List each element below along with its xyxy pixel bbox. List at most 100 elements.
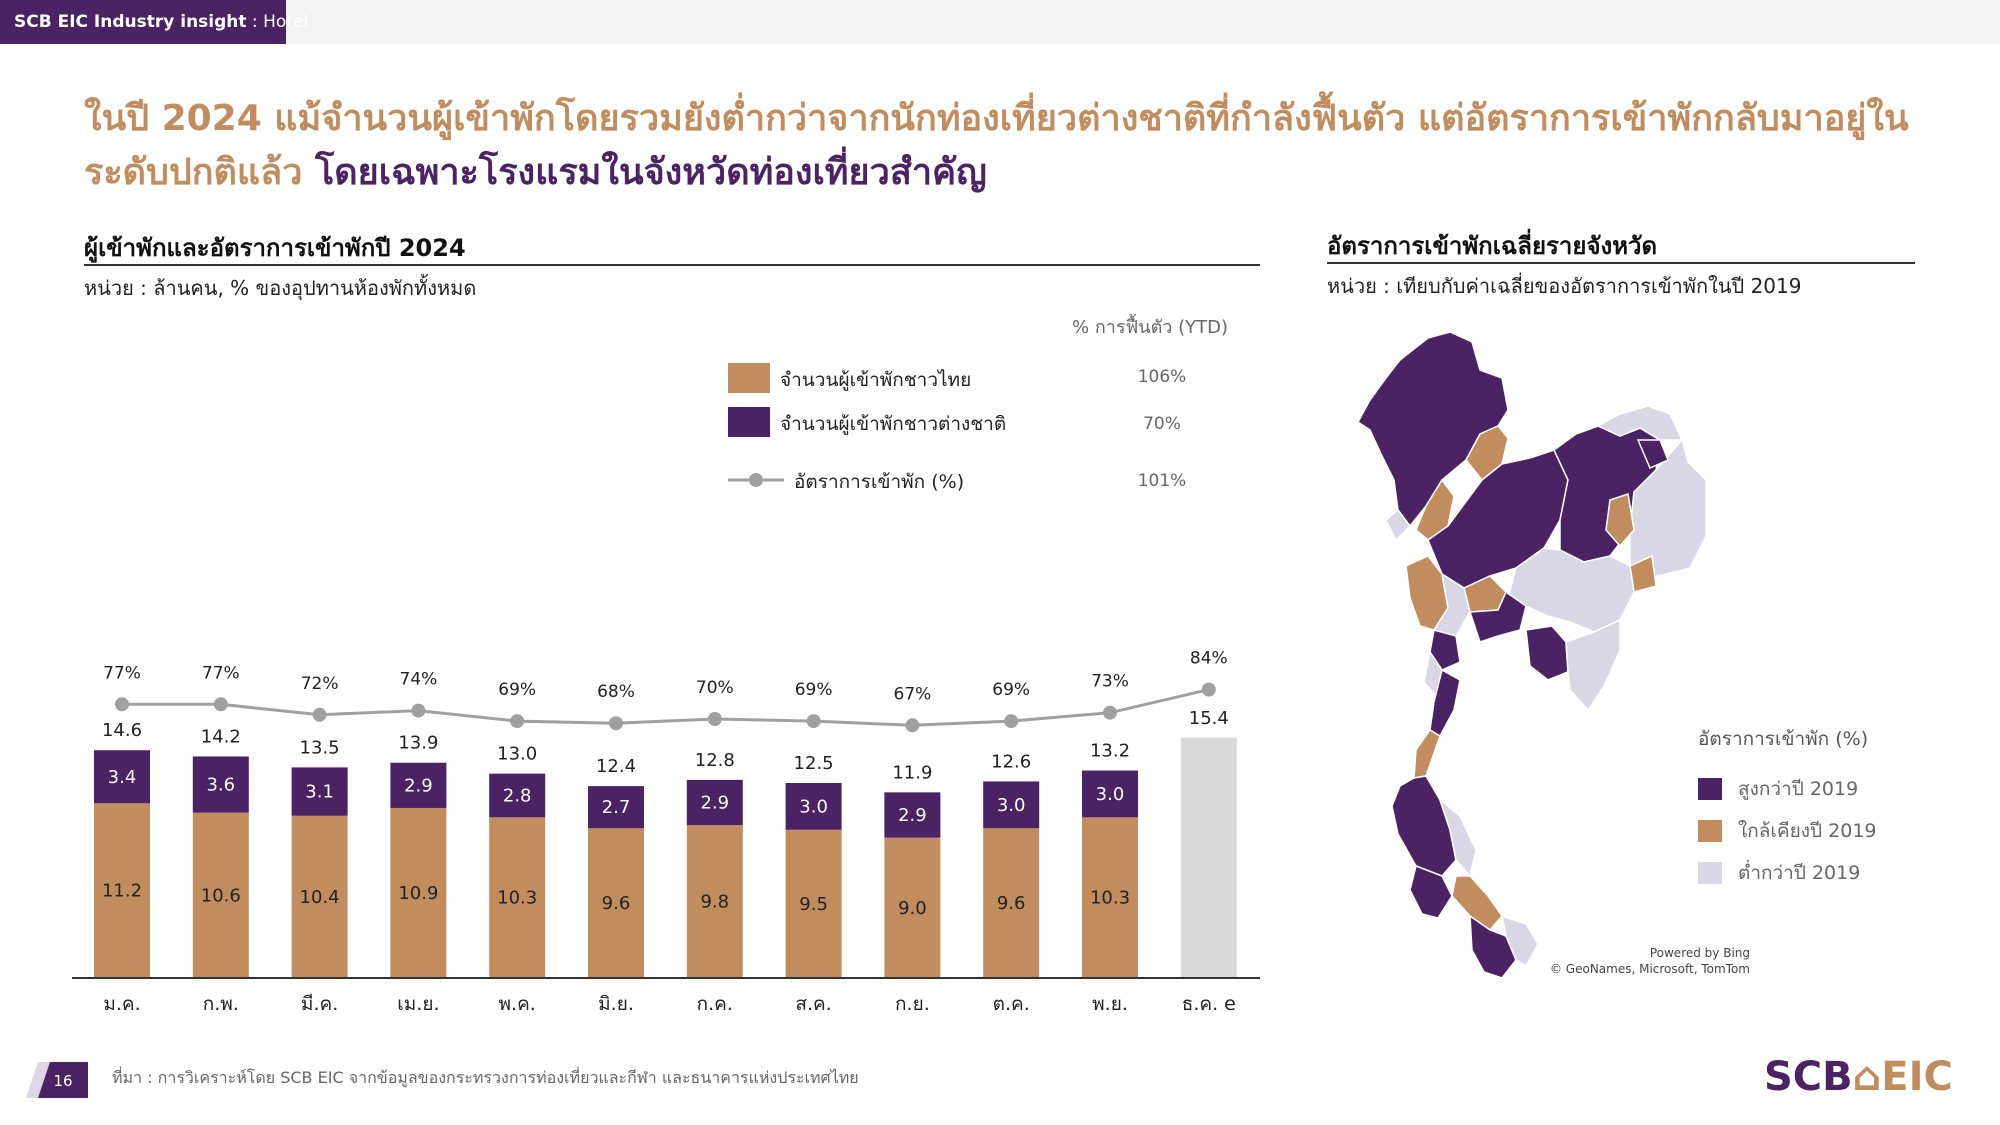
data-label-foreign: 3.0	[799, 796, 828, 817]
legend-label-occupancy: อัตราการเข้าพัก (%)	[794, 471, 964, 493]
recovery-value-occupancy: 101%	[1138, 471, 1187, 491]
left-panel-title: ผู้เข้าพักและอัตราการเข้าพักปี 2024	[84, 234, 466, 262]
map-region-deep-south-grey	[1501, 914, 1539, 968]
left-panel-rule	[84, 264, 1260, 266]
occupancy-point	[609, 716, 623, 731]
recovery-header: % การฟื้นตัว (YTD)	[1072, 314, 1228, 338]
data-label-total: 13.0	[497, 744, 537, 765]
data-label-foreign: 3.1	[305, 782, 334, 803]
bar-foreign	[192, 756, 249, 813]
data-label-foreign: 3.0	[1096, 784, 1125, 805]
map-credit-1: Powered by Bing	[1649, 946, 1750, 960]
occupancy-label: 77%	[103, 663, 141, 683]
page-badge-shape-inner	[38, 1062, 88, 1098]
x-tick-label: มี.ค.	[301, 993, 338, 1015]
occupancy-point	[411, 703, 426, 718]
bar-foreign	[390, 762, 447, 808]
occupancy-point	[1103, 705, 1117, 720]
occupancy-point	[1201, 682, 1216, 697]
data-label-thai: 10.6	[201, 885, 241, 906]
occupancy-label: 77%	[202, 663, 240, 683]
bar-foreign	[588, 786, 644, 829]
bar-foreign	[291, 767, 348, 816]
data-label-foreign: 2.8	[503, 785, 532, 806]
bar-thai	[1082, 817, 1138, 978]
data-label-total: 13.9	[398, 733, 438, 754]
page-headline: ในปี 2024 แม้จำนวนผู้เข้าพักโดยรวมยังต่ำ…	[84, 92, 1924, 200]
data-label-thai: 11.2	[102, 881, 142, 902]
data-label-foreign: 3.0	[997, 795, 1026, 816]
x-tick-label: พ.ค.	[499, 993, 536, 1015]
data-label-foreign: 3.6	[206, 775, 235, 796]
map-region-south-mid	[1391, 775, 1457, 877]
bar-estimate	[1180, 737, 1237, 978]
legend-label-foreign: จำนวนผู้เข้าพักชาวต่างชาติ	[780, 413, 1006, 435]
x-tick-label: ส.ค.	[795, 993, 831, 1015]
x-tick-label: ธ.ค. e	[1182, 993, 1236, 1015]
right-panel-title: อัตราการเข้าพักเฉลี่ยรายจังหวัด	[1327, 232, 1658, 260]
occupancy-point	[905, 718, 920, 733]
x-tick-label: ม.ค.	[103, 993, 140, 1015]
recovery-value-foreign: 70%	[1143, 414, 1181, 434]
occupancy-label: 69%	[992, 680, 1030, 700]
bar-foreign	[983, 781, 1040, 829]
map-region-isan-purple	[1636, 439, 1669, 469]
x-tick-label: ก.พ.	[203, 993, 239, 1015]
data-label-thai: 10.3	[497, 888, 537, 909]
bar-thai	[94, 803, 150, 978]
top-bar	[0, 0, 2000, 44]
data-label-thai: 10.4	[300, 887, 340, 908]
recovery-value-thai: 106%	[1138, 367, 1187, 387]
map-legend-swatch-similar	[1698, 820, 1722, 842]
bar-thai	[686, 825, 743, 978]
data-label-thai: 9.6	[602, 893, 631, 914]
data-label-total: 15.4	[1189, 708, 1229, 729]
occupancy-point	[510, 714, 525, 729]
bar-thai	[588, 828, 644, 978]
bars-group: 11.2 3.4 14.6 10.6 3.6 14.2 10.4 3.1 13.5 10.9 2.9…	[94, 708, 1237, 978]
data-label-total: 12.5	[794, 753, 834, 774]
section-tag-bold: SCB EIC Industry insight	[14, 12, 247, 32]
data-label-total: 13.5	[300, 737, 340, 758]
map-region-east	[1525, 625, 1569, 681]
map-region-bangkok	[1468, 590, 1527, 643]
map-legend-item-similar: ใกล้เคียงปี 2019	[1698, 818, 1877, 844]
map-legend-item-lower: ต่ำกว่าปี 2019	[1698, 860, 1860, 886]
x-tick-label: เม.ย.	[397, 993, 439, 1015]
data-label-total: 12.6	[991, 751, 1031, 772]
data-label-thai: 9.0	[898, 898, 927, 919]
map-legend-title: อัตราการเข้าพัก (%)	[1698, 728, 1869, 750]
bar-thai	[489, 817, 546, 978]
occupancy-label: 67%	[894, 684, 932, 704]
data-label-foreign: 2.9	[404, 775, 433, 796]
section-tag: SCB EIC Industry insight : Hotel	[0, 0, 308, 44]
map-region-west-purple	[1429, 629, 1461, 671]
data-label-total: 11.9	[892, 762, 932, 783]
occupancy-label: 69%	[498, 680, 536, 700]
map-region-north-4	[1385, 508, 1411, 542]
bar-thai	[192, 812, 249, 978]
section-tag-rest: : Hotel	[246, 12, 309, 32]
left-panel-unit: หน่วย : ล้านคน, % ของอุปทานห้องพักทั้งหม…	[84, 276, 477, 300]
page-number: 16	[53, 1072, 72, 1090]
data-label-thai: 9.5	[799, 894, 828, 915]
occupancy-label: 72%	[301, 674, 339, 694]
bar-foreign	[884, 792, 941, 838]
data-label-foreign: 3.4	[108, 767, 137, 788]
data-label-thai: 10.3	[1090, 888, 1130, 909]
bar-foreign	[489, 773, 546, 818]
data-label-thai: 9.6	[997, 893, 1026, 914]
source-note: ที่มา : การวิเคราะห์โดย SCB EIC จากข้อมู…	[112, 1068, 859, 1087]
data-label-total: 12.4	[596, 756, 636, 777]
page-number-badge: 16	[26, 1062, 88, 1098]
map-region-south-tan-2	[1451, 875, 1503, 932]
occupancy-label: 84%	[1190, 649, 1228, 669]
occupancy-label: 74%	[400, 670, 438, 690]
map-region-east-grey	[1565, 618, 1621, 712]
data-label-foreign: 2.9	[700, 793, 729, 814]
bar-foreign	[785, 783, 842, 830]
occupancy-label: 69%	[795, 680, 833, 700]
occupancy-point	[115, 697, 129, 712]
map-region-south-lower	[1409, 864, 1453, 919]
data-label-total: 14.2	[201, 726, 241, 747]
